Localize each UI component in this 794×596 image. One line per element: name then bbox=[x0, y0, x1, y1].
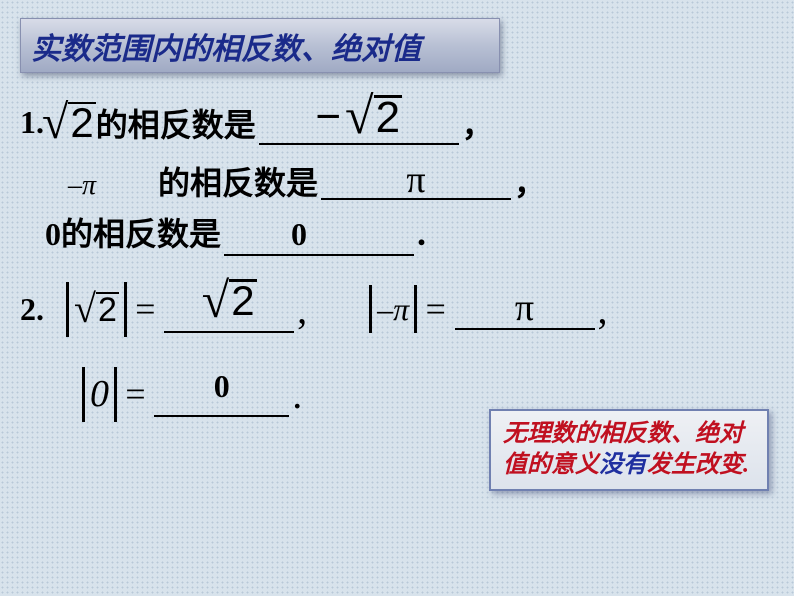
note-box: 无理数的相反数、绝对值的意义没有发生改变. bbox=[489, 409, 769, 491]
q2-number: 2. bbox=[20, 291, 44, 328]
abs-pi: –π bbox=[369, 285, 417, 333]
content-area: 1. √ 2 的相反数是 − √ 2 ， –π 的相反数是 π ， 0 bbox=[20, 95, 770, 424]
q1-line3: 0 的相反数是 0 . bbox=[20, 209, 770, 254]
q1-ans2: π bbox=[406, 159, 425, 201]
q1-text2: 的相反数是 bbox=[158, 158, 318, 204]
q2-ans1-blank: √ 2 bbox=[164, 285, 294, 333]
q1-ans1: − √ 2 bbox=[315, 92, 402, 142]
q1-number: 1. bbox=[20, 104, 44, 141]
abs-sqrt2: √ 2 bbox=[66, 282, 127, 337]
title-text: 实数范围内的相反数、绝对值 bbox=[31, 24, 421, 68]
q2-ans1: √ 2 bbox=[202, 279, 257, 321]
q1-ans3: 0 bbox=[291, 216, 307, 252]
q1-line1: 1. √ 2 的相反数是 − √ 2 ， bbox=[20, 95, 770, 150]
q1-ans2-blank: π bbox=[321, 160, 511, 200]
q2-line1: 2. √ 2 = √ 2 , –π = π , bbox=[20, 279, 770, 339]
q2-ans3-blank: 0 bbox=[154, 372, 289, 417]
q1-text3: 的相反数是 bbox=[61, 209, 221, 255]
sqrt-2-ans: √ 2 bbox=[345, 95, 402, 139]
q2-ans3: 0 bbox=[214, 368, 230, 404]
q2-ans2: π bbox=[515, 287, 534, 329]
q1-line2: –π 的相反数是 π ， bbox=[20, 158, 770, 203]
q1-ans3-blank: 0 bbox=[224, 216, 414, 256]
title-banner: 实数范围内的相反数、绝对值 bbox=[20, 18, 500, 73]
abs-zero: 0 bbox=[82, 367, 117, 422]
q1-text1: 的相反数是 bbox=[96, 100, 256, 146]
q2-ans2-blank: π bbox=[455, 288, 595, 330]
sqrt-2: √ 2 bbox=[42, 102, 96, 144]
q1-ans1-blank: − √ 2 bbox=[259, 100, 459, 145]
note-text: 无理数的相反数、绝对值的意义没有发生改变. bbox=[503, 419, 755, 481]
q1-subj2: –π bbox=[68, 170, 158, 202]
q1-subj3: 0 bbox=[45, 216, 61, 253]
